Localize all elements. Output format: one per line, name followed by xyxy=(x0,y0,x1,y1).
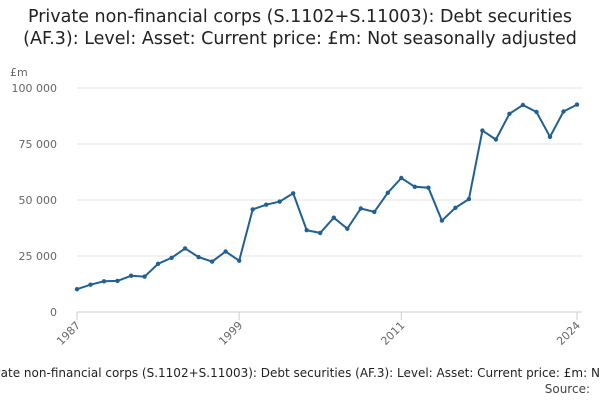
data-point xyxy=(453,205,458,210)
data-point xyxy=(358,206,363,211)
footer-caption-strip: Private non-financial corps (S.1102+S.11… xyxy=(0,366,600,382)
x-tick-label: 2011 xyxy=(378,319,407,348)
data-point xyxy=(385,190,390,195)
data-point xyxy=(115,278,120,284)
data-point xyxy=(223,249,228,254)
data-point xyxy=(304,228,309,233)
x-tick-label: 1987 xyxy=(54,319,83,348)
data-point xyxy=(574,102,580,107)
data-point xyxy=(493,137,499,142)
x-tick-label: 2024 xyxy=(554,319,583,348)
data-point xyxy=(399,175,404,181)
data-point xyxy=(142,274,147,279)
data-point xyxy=(547,134,553,139)
data-point xyxy=(155,261,161,266)
footer-caption: Private non-financial corps (S.1102+S.11… xyxy=(0,366,600,380)
series-points xyxy=(74,102,580,292)
data-point xyxy=(466,196,472,202)
data-point xyxy=(101,279,107,284)
data-point xyxy=(128,273,134,278)
data-point xyxy=(88,282,93,287)
data-point xyxy=(331,215,336,220)
data-point xyxy=(169,255,174,260)
y-tick-label: 50 000 xyxy=(19,194,58,207)
series-line xyxy=(76,103,578,291)
x-axis-ticks: 1987 1999 2011 2024 xyxy=(54,312,583,348)
data-point xyxy=(209,259,215,264)
source-label: Source: xyxy=(544,382,590,396)
data-point xyxy=(291,191,296,196)
chart-title: Private non-financial corps (S.1102+S.11… xyxy=(23,7,577,49)
data-point xyxy=(372,209,377,215)
data-point xyxy=(318,230,323,236)
x-tick-label: 1999 xyxy=(216,319,245,348)
data-point xyxy=(561,109,566,114)
y-tick-label: 0 xyxy=(50,306,57,319)
data-point xyxy=(250,207,255,212)
data-point xyxy=(277,199,282,204)
data-point xyxy=(412,184,417,189)
data-point xyxy=(237,258,242,263)
data-point xyxy=(74,287,80,292)
data-point xyxy=(345,226,350,231)
y-axis-unit-label: £m xyxy=(10,66,28,79)
gridlines xyxy=(77,87,582,257)
y-tick-label: 75 000 xyxy=(19,138,58,151)
data-point xyxy=(534,109,539,115)
data-point xyxy=(507,111,512,117)
data-point xyxy=(426,185,431,190)
y-tick-label: 100 000 xyxy=(12,82,58,95)
y-tick-label: 25 000 xyxy=(19,250,58,263)
data-point xyxy=(520,102,526,108)
data-point xyxy=(480,128,485,133)
data-point xyxy=(182,246,188,251)
y-axis-ticks: 0 25 000 50 000 75 000 100 000 xyxy=(12,82,58,319)
data-point xyxy=(264,202,269,207)
data-point xyxy=(439,218,445,223)
data-point xyxy=(196,254,201,260)
